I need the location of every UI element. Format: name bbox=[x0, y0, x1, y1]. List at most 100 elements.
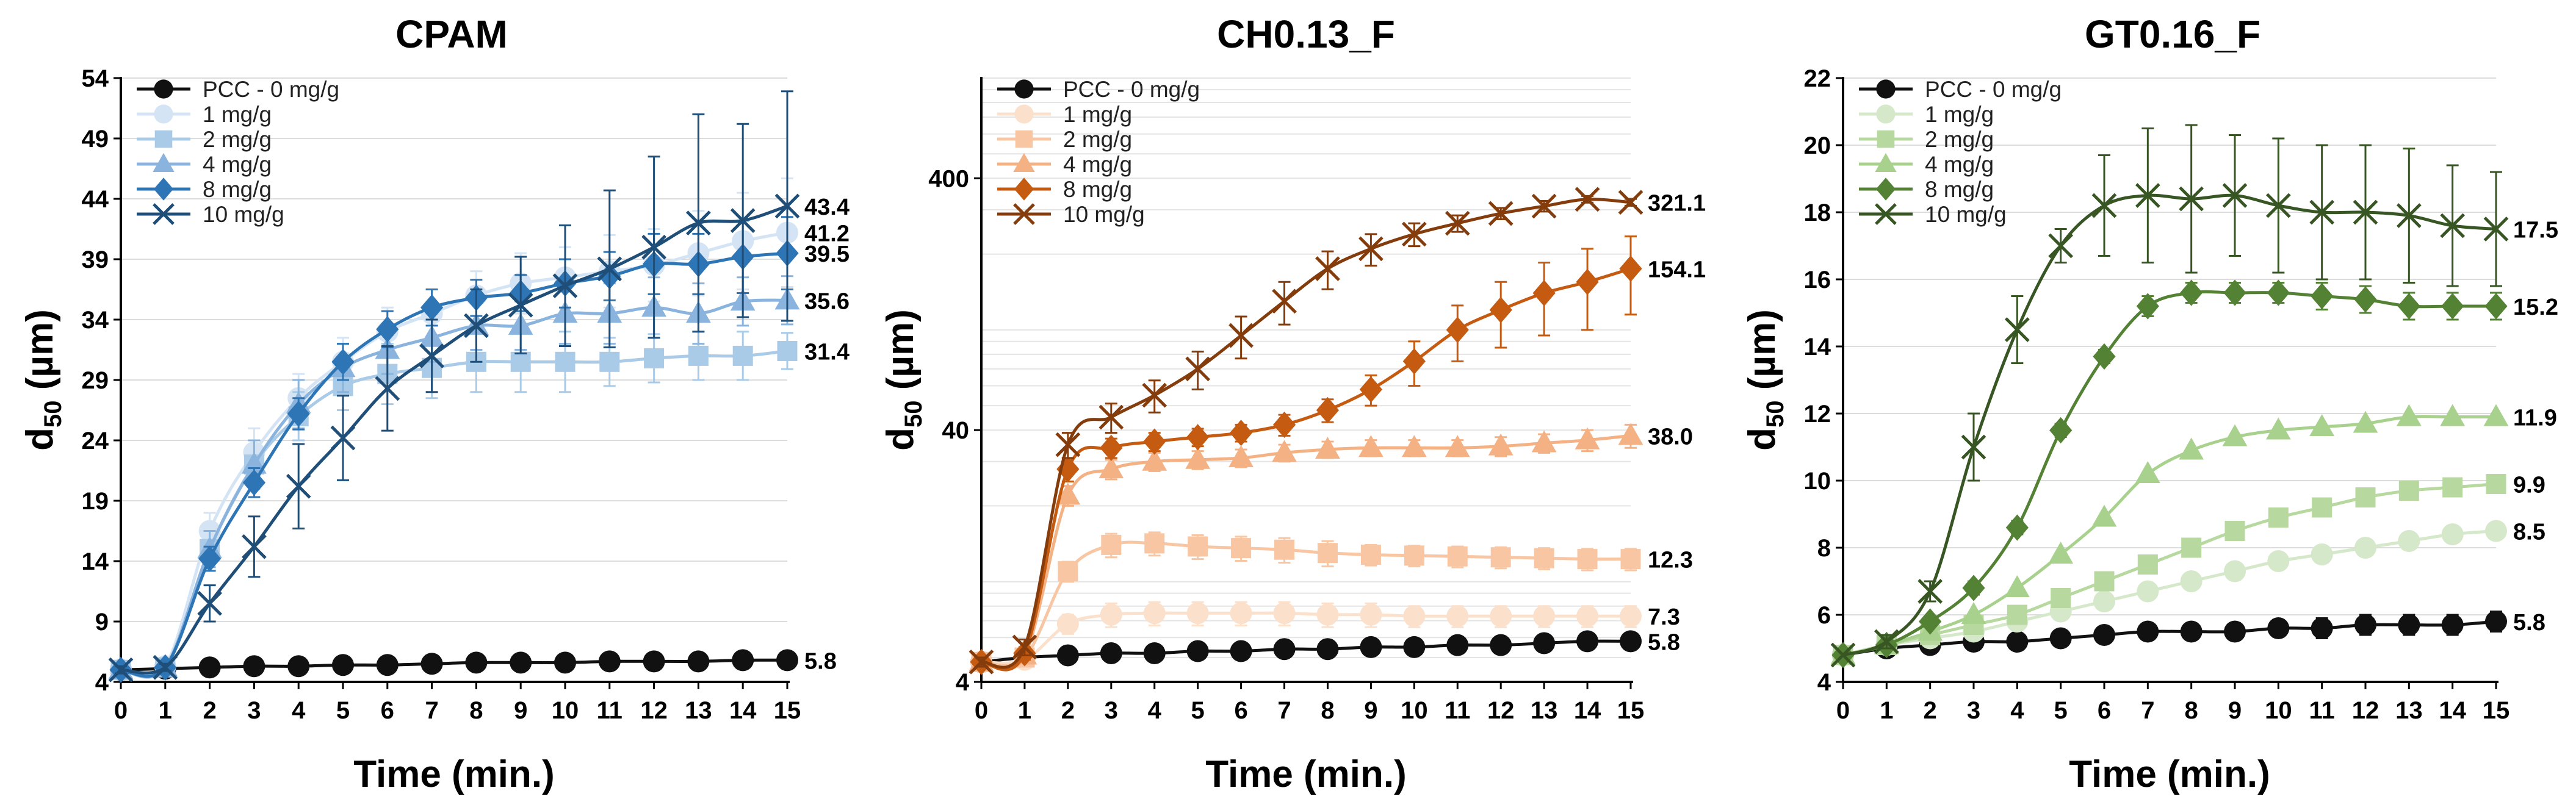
data-point bbox=[1316, 638, 1339, 661]
data-point bbox=[2311, 617, 2333, 639]
x-tick-label: 10 bbox=[1401, 697, 1428, 724]
x-tick-label: 2 bbox=[1061, 697, 1075, 724]
x-tick-label: 8 bbox=[469, 697, 483, 724]
data-point bbox=[2007, 604, 2027, 625]
data-point bbox=[1186, 602, 1209, 625]
legend-item: 8 mg/g bbox=[1859, 177, 1994, 202]
end-value-label: 154.1 bbox=[1648, 257, 1706, 283]
data-point bbox=[2137, 580, 2159, 603]
legend-item: 2 mg/g bbox=[137, 127, 272, 152]
data-point bbox=[1143, 428, 1166, 455]
data-point bbox=[1446, 605, 1469, 628]
data-point bbox=[1575, 427, 1600, 450]
data-point bbox=[287, 655, 310, 678]
x-tick-label: 3 bbox=[247, 697, 261, 724]
data-point bbox=[1272, 289, 1297, 314]
data-point bbox=[1402, 348, 1426, 375]
data-point bbox=[2222, 183, 2248, 208]
data-point bbox=[2312, 497, 2332, 518]
x-tick-label: 12 bbox=[1487, 697, 1515, 724]
data-point bbox=[2135, 461, 2160, 483]
data-point bbox=[1576, 630, 1599, 653]
data-point bbox=[2137, 620, 2159, 643]
series-5 bbox=[969, 187, 1643, 675]
legend-item: 1 mg/g bbox=[137, 102, 272, 127]
data-point bbox=[197, 590, 222, 616]
legend-marker bbox=[1876, 79, 1896, 99]
legend: PCC - 0 mg/g1 mg/g2 mg/g4 mg/g8 mg/g10 m… bbox=[997, 77, 1200, 227]
series-5 bbox=[108, 90, 800, 683]
data-point bbox=[552, 273, 578, 298]
data-point bbox=[1404, 545, 1424, 566]
legend-marker bbox=[153, 177, 174, 201]
y-tick-label: 19 bbox=[82, 488, 109, 515]
legend-label: 4 mg/g bbox=[1925, 152, 1994, 177]
x-tick-label: 13 bbox=[1531, 697, 1558, 724]
x-tick-label: 6 bbox=[381, 697, 394, 724]
end-value-label: 5.8 bbox=[2513, 610, 2545, 636]
data-point bbox=[686, 210, 711, 235]
legend-marker bbox=[154, 130, 173, 148]
data-point bbox=[2179, 186, 2204, 212]
legend-marker bbox=[153, 203, 175, 225]
data-point bbox=[2309, 414, 2335, 436]
data-point bbox=[287, 400, 310, 428]
x-axis-label: Time (min.) bbox=[1205, 753, 1407, 795]
legend-item: 4 mg/g bbox=[997, 152, 1132, 177]
data-point bbox=[1055, 482, 1081, 505]
data-point bbox=[332, 654, 354, 676]
chart-title: GT0.16_F bbox=[2085, 12, 2260, 56]
data-point bbox=[1918, 579, 1943, 604]
legend-item: 8 mg/g bbox=[997, 177, 1132, 202]
end-value-label: 321.1 bbox=[1648, 191, 1706, 217]
data-point bbox=[554, 651, 576, 674]
series-line bbox=[120, 204, 788, 675]
data-point bbox=[1358, 236, 1384, 262]
end-value-label: 17.5 bbox=[2513, 218, 2558, 243]
end-value-label: 39.5 bbox=[804, 242, 850, 267]
legend-marker bbox=[154, 79, 173, 99]
x-tick-label: 2 bbox=[1924, 697, 1937, 724]
y-axis-label-sub: 50 bbox=[900, 401, 927, 428]
data-point bbox=[2051, 588, 2071, 608]
data-point bbox=[1576, 268, 1599, 295]
y-tick-label: 22 bbox=[1804, 65, 1831, 92]
series-2 bbox=[110, 331, 798, 680]
x-tick-label: 3 bbox=[1967, 697, 1980, 724]
y-axis-label: d50 (µm) bbox=[879, 309, 927, 451]
legend-item: 2 mg/g bbox=[1859, 127, 1994, 152]
data-point bbox=[1358, 435, 1384, 457]
data-point bbox=[1533, 605, 1556, 628]
data-point bbox=[1186, 424, 1210, 451]
data-point bbox=[1185, 446, 1211, 469]
data-point bbox=[1055, 432, 1081, 457]
data-point bbox=[2440, 213, 2466, 238]
legend: PCC - 0 mg/g1 mg/g2 mg/g4 mg/g8 mg/g10 m… bbox=[137, 77, 339, 227]
legend-marker bbox=[154, 104, 173, 124]
data-point bbox=[2354, 286, 2377, 313]
x-tick-label: 7 bbox=[1277, 697, 1291, 724]
data-point bbox=[1534, 548, 1554, 568]
data-point bbox=[644, 348, 665, 368]
data-point bbox=[1830, 642, 1856, 668]
data-point bbox=[1315, 436, 1340, 459]
data-point bbox=[464, 313, 489, 339]
legend-label: 1 mg/g bbox=[1925, 102, 1994, 127]
data-point bbox=[1099, 456, 1124, 479]
data-point bbox=[1315, 256, 1340, 281]
x-axis-label: Time (min.) bbox=[2069, 753, 2270, 795]
data-point bbox=[1401, 221, 1427, 247]
data-point bbox=[2311, 543, 2333, 565]
end-value-label: 8.5 bbox=[2513, 520, 2545, 545]
series-5 bbox=[1830, 124, 2509, 668]
x-tick-label: 7 bbox=[425, 697, 438, 724]
data-point bbox=[376, 654, 399, 676]
data-point bbox=[286, 473, 311, 499]
data-point bbox=[2484, 293, 2508, 320]
data-point bbox=[2006, 631, 2029, 653]
data-point bbox=[2005, 514, 2029, 541]
x-tick-label: 5 bbox=[2054, 697, 2068, 724]
end-value-label: 35.6 bbox=[804, 289, 850, 314]
data-point bbox=[2180, 279, 2203, 306]
